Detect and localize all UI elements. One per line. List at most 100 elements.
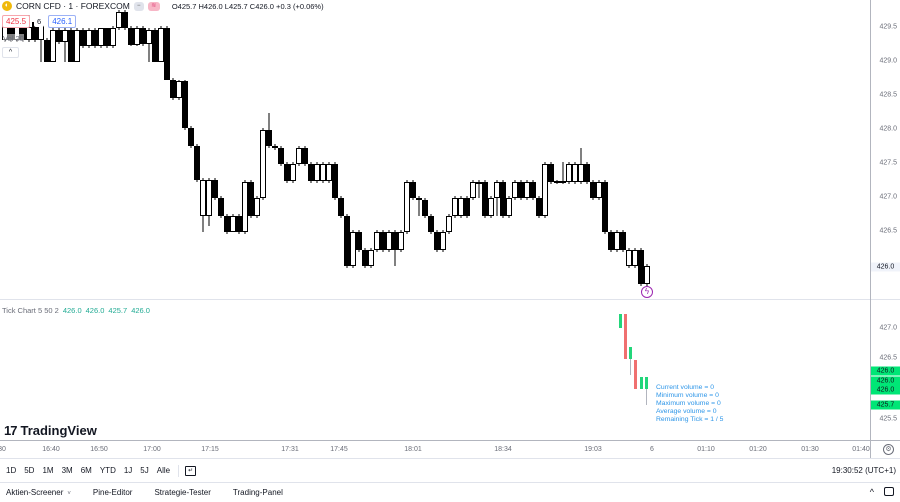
range-alle[interactable]: Alle bbox=[156, 466, 171, 475]
candlestick bbox=[482, 180, 488, 218]
tick-chart-pane[interactable]: Tick Chart 5 50 2 426.0 426.0 425.7 426.… bbox=[0, 300, 870, 440]
gear-icon[interactable]: ⚙ bbox=[883, 444, 894, 455]
candlestick bbox=[296, 146, 302, 166]
candlestick bbox=[518, 180, 524, 200]
candlestick bbox=[314, 162, 320, 183]
candlestick bbox=[500, 180, 506, 218]
price-tick: 428.0 bbox=[879, 125, 897, 133]
time-tick: 01:20 bbox=[749, 446, 767, 453]
candlestick bbox=[506, 196, 512, 218]
candlestick bbox=[164, 26, 170, 80]
candlestick bbox=[428, 214, 434, 234]
sell-button[interactable]: 425.5 bbox=[2, 15, 31, 28]
candlestick bbox=[104, 28, 110, 48]
candlestick bbox=[386, 230, 392, 252]
range-1j[interactable]: 1J bbox=[123, 466, 133, 475]
logo-text: TradingView bbox=[20, 423, 97, 438]
price-label: 425.7 bbox=[871, 400, 900, 410]
candlestick bbox=[620, 230, 626, 252]
candlestick bbox=[476, 180, 482, 198]
candlestick bbox=[536, 196, 542, 218]
candlestick bbox=[74, 28, 80, 62]
tradingview-logo-icon: 17 bbox=[4, 423, 18, 438]
symbol-legend: ◐ CORN CFD · 1 · FOREXCOM − ≋ O425.7 H42… bbox=[2, 1, 324, 11]
pane-separator[interactable] bbox=[0, 299, 900, 300]
last-price-label: 426.0 bbox=[871, 262, 900, 272]
calendar-goto-icon[interactable]: ↵ bbox=[185, 465, 197, 476]
maximize-icon[interactable] bbox=[884, 487, 894, 496]
minus-icon[interactable]: − bbox=[133, 1, 144, 11]
candlestick bbox=[596, 180, 602, 200]
time-tick: 17:15 bbox=[201, 446, 219, 453]
price-tick: 427.0 bbox=[879, 193, 897, 201]
chevron-down-icon[interactable]: ˅ bbox=[67, 491, 71, 497]
panel-controls: ^ bbox=[870, 487, 894, 497]
candlestick bbox=[236, 214, 242, 234]
price-label: 426.0 bbox=[871, 376, 900, 386]
market-status-icon[interactable]: ≋ bbox=[147, 1, 160, 11]
range-ytd[interactable]: YTD bbox=[99, 466, 116, 475]
time-tick: 01:10 bbox=[697, 446, 715, 453]
candlestick bbox=[452, 196, 458, 218]
tab-pine-editor[interactable]: Pine-Editor bbox=[92, 488, 133, 497]
candlestick bbox=[188, 126, 194, 148]
candlestick bbox=[338, 196, 344, 218]
candlestick bbox=[98, 28, 104, 48]
time-tick: 17:45 bbox=[330, 446, 348, 453]
candlestick bbox=[626, 248, 632, 268]
collapse-legend-button[interactable]: ^ bbox=[2, 47, 19, 58]
lightning-icon[interactable]: ϟ bbox=[641, 286, 653, 298]
candlestick bbox=[554, 180, 560, 184]
price-axis[interactable]: 429.5 429.0 428.5 428.0 427.5 427.0 426.… bbox=[870, 0, 900, 440]
candlestick bbox=[380, 230, 386, 252]
time-tick: 16:50 bbox=[90, 446, 108, 453]
candlestick bbox=[608, 230, 614, 252]
range-6m[interactable]: 6M bbox=[80, 466, 92, 475]
price-tick: 425.5 bbox=[879, 415, 897, 423]
time-axis[interactable]: ⚙ 30 16:40 16:50 17:00 17:15 17:31 17:45 18:01 1… bbox=[0, 440, 900, 458]
tick-bar bbox=[624, 314, 627, 359]
range-5j[interactable]: 5J bbox=[140, 466, 149, 475]
main-chart-pane[interactable] bbox=[0, 0, 870, 299]
candlestick bbox=[134, 26, 140, 46]
range-5d[interactable]: 5D bbox=[24, 466, 35, 475]
candlestick bbox=[194, 144, 200, 182]
symbol-title[interactable]: CORN CFD · 1 · FOREXCOM bbox=[16, 1, 130, 11]
candlestick bbox=[212, 178, 218, 200]
candlestick bbox=[254, 196, 260, 218]
candlestick bbox=[464, 196, 470, 218]
volume-indicator-label[interactable]: Vol 20 bbox=[3, 34, 24, 43]
time-tick: 16:40 bbox=[42, 446, 60, 453]
info-line: Current volume = 0 bbox=[656, 384, 714, 391]
tab-strategie-tester[interactable]: Strategie-Tester bbox=[154, 488, 211, 497]
candlestick bbox=[350, 230, 356, 268]
candlestick bbox=[140, 26, 146, 46]
clock-timezone[interactable]: 19:30:52 (UTC+1) bbox=[831, 466, 896, 475]
range-1m[interactable]: 1M bbox=[42, 466, 54, 475]
tab-aktien-screener[interactable]: Aktien-Screener ˅ bbox=[6, 488, 71, 497]
candlestick bbox=[32, 20, 38, 42]
candlestick bbox=[206, 178, 212, 226]
tick-chart-legend: Tick Chart 5 50 2 426.0 426.0 425.7 426.… bbox=[2, 306, 150, 315]
divider bbox=[178, 464, 180, 477]
candlestick bbox=[146, 28, 152, 62]
range-1d[interactable]: 1D bbox=[6, 466, 17, 475]
candlestick bbox=[218, 196, 224, 218]
info-line: Average volume = 0 bbox=[656, 408, 717, 415]
candlestick bbox=[128, 26, 134, 46]
candlestick bbox=[80, 28, 86, 48]
candlestick bbox=[68, 28, 74, 62]
collapse-panel-button[interactable]: ^ bbox=[869, 487, 874, 497]
candlestick bbox=[434, 230, 440, 252]
buy-button[interactable]: 426.1 bbox=[48, 15, 77, 28]
candlestick bbox=[374, 230, 380, 252]
candlestick bbox=[284, 162, 290, 183]
candlestick bbox=[224, 214, 230, 234]
indicator-value: 426.0 bbox=[85, 306, 105, 315]
candlestick bbox=[362, 248, 368, 268]
indicator-name[interactable]: Tick Chart 5 50 2 bbox=[2, 306, 59, 315]
tab-trading-panel[interactable]: Trading-Panel bbox=[232, 488, 283, 497]
range-3m[interactable]: 3M bbox=[61, 466, 73, 475]
tradingview-logo[interactable]: 17 TradingView bbox=[4, 423, 97, 438]
